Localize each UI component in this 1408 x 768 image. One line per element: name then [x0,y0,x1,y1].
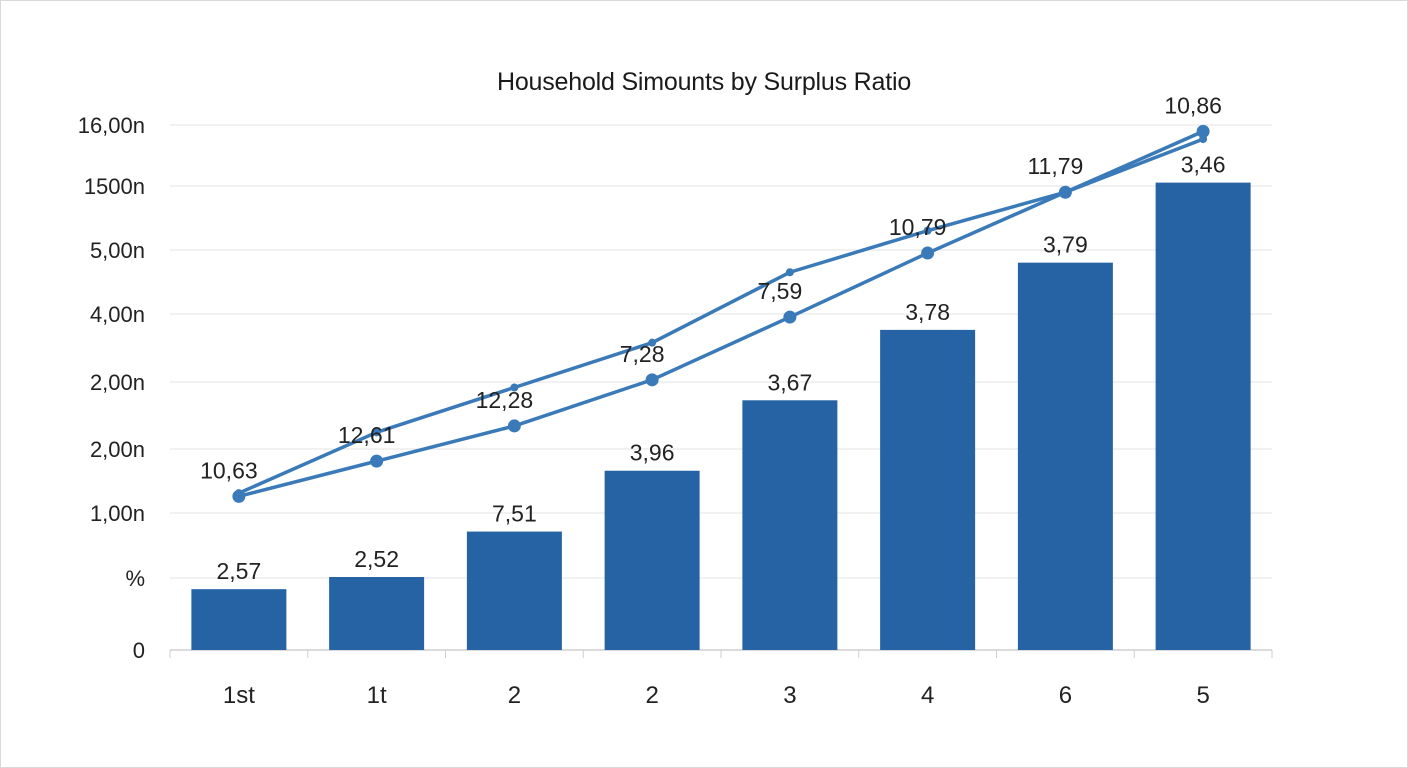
bar-data-label: 3,78 [905,299,950,325]
bar [329,577,425,650]
y-tick-label: 4,00n [90,302,145,327]
bar [1155,182,1251,650]
x-tick-label: 2 [645,682,658,709]
series-point [507,419,521,433]
line-data-label: 7,28 [620,341,665,367]
series-point [1199,135,1208,144]
line-data-label: 10,79 [889,214,947,240]
x-axis-ticks: 1st 1t 2 2 3 4 6 5 [169,650,1273,709]
x-tick-label: 4 [921,682,934,709]
series-line [238,137,1204,495]
bar-data-label: 2,57 [216,558,261,584]
line-data-label: 12,61 [338,422,396,448]
bar-data-label: 3,46 [1181,152,1226,178]
bar-series [191,182,1251,650]
y-tick-label: 1500n [84,174,145,199]
bar-data-label: 3,96 [630,440,675,466]
x-tick-label: 1t [367,682,387,709]
data-labels: 2,57 2,52 7,51 3,96 3,67 3,78 3,79 3,46 10,63 12,… [200,92,1225,584]
line-data-label: 12,28 [476,387,534,413]
y-tick-label: 5,00n [90,238,145,263]
bar-data-label: 3,79 [1043,232,1088,258]
x-tick-label: 6 [1059,682,1072,709]
line-data-label: 10,63 [200,457,258,483]
y-tick-label: 2,00n [90,437,145,462]
x-tick-label: 3 [783,682,796,709]
x-tick-label: 2 [508,682,521,709]
bar [1017,262,1113,650]
chart-title: Household Simounts by Surplus Ratio [496,68,912,96]
x-tick-label: 5 [1196,682,1209,709]
line-data-label: 11,79 [1027,153,1083,179]
series-point [510,383,519,392]
bar-data-label: 3,67 [767,369,812,395]
series-point [921,246,935,260]
line-data-label: 7,59 [757,278,802,304]
series-point [372,428,381,437]
series-point [1061,188,1070,197]
y-tick-label: % [125,566,145,591]
y-tick-label: 1,00n [90,501,145,526]
line-data-label: 10,86 [1164,92,1222,118]
bar [191,589,287,650]
y-axis-ticks: 0% 1,00n 2,00n 2,00n 4,00n 5,00n 1500n 16,00n [78,113,145,663]
bar [880,329,976,650]
series-point [923,226,932,235]
x-tick-label: 1st [223,682,255,709]
series-point [648,338,657,347]
series-line [238,129,1204,499]
bar [742,400,838,650]
bar-data-label: 2,52 [354,546,399,572]
series-point [645,373,659,387]
bar [466,531,562,650]
y-tick-label: 2,00n [90,370,145,395]
y-tick-label: 16,00n [78,113,145,138]
series-point [234,489,243,498]
y-tick-label: 0 [133,638,145,663]
series-point [783,310,797,324]
line-series [232,124,1210,503]
series-point [370,454,384,468]
series-point [1196,124,1210,138]
bar-data-label: 7,51 [492,501,537,527]
bar [604,470,700,650]
series-point [785,268,794,277]
